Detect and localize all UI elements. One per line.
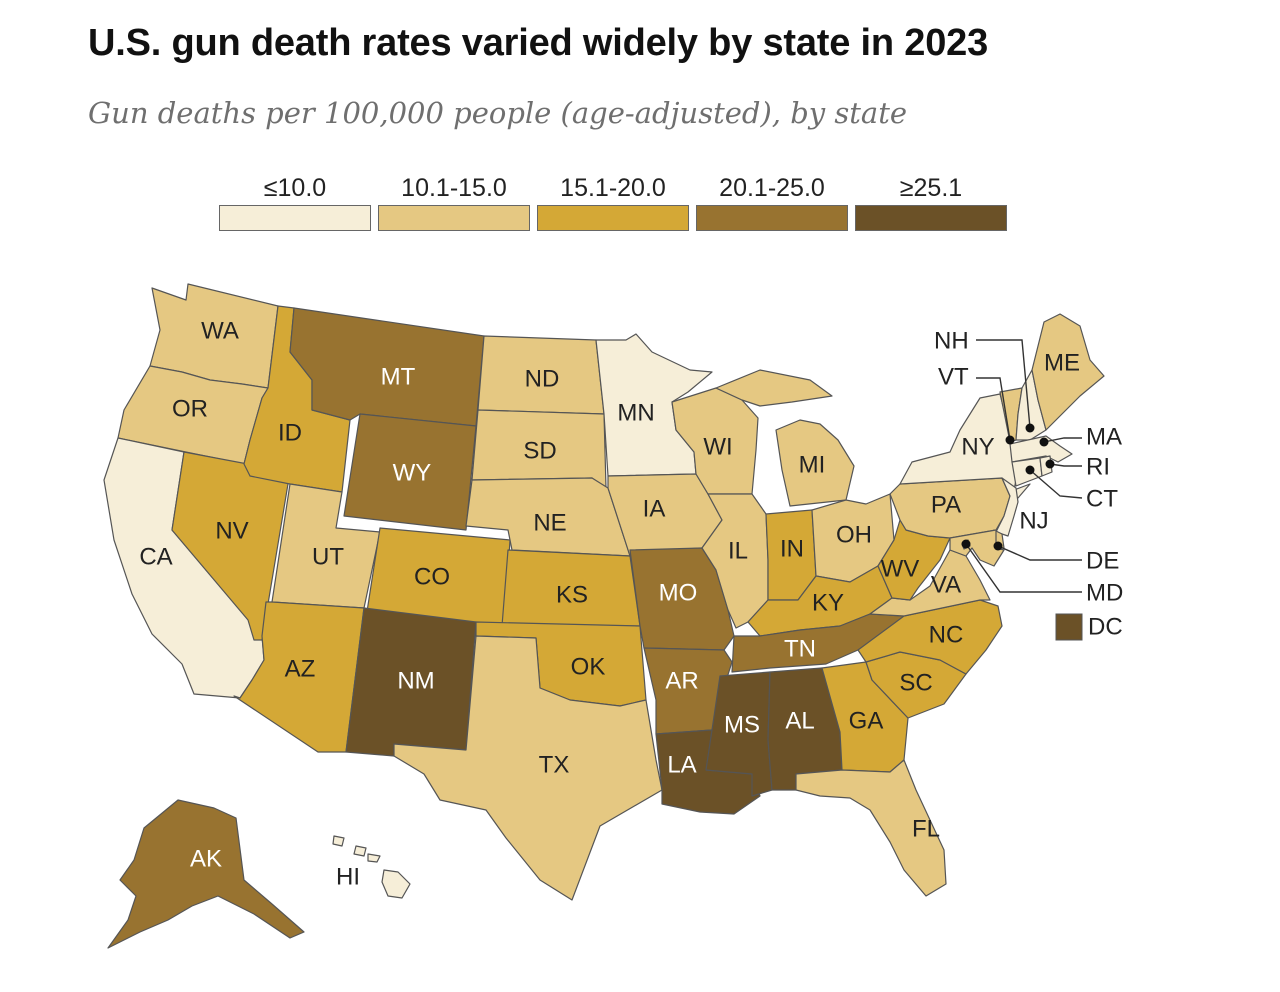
label-nc: NC	[929, 621, 964, 648]
legend-swatch	[696, 205, 848, 231]
label-or: OR	[172, 395, 208, 422]
chart-subtitle: Gun deaths per 100,000 people (age-adjus…	[88, 96, 908, 130]
label-sd: SD	[523, 437, 556, 464]
label-ne: NE	[533, 509, 566, 536]
label-id: ID	[278, 419, 302, 446]
callout-de: DE	[1086, 547, 1119, 574]
label-az: AZ	[285, 655, 316, 682]
label-sc: SC	[899, 669, 932, 696]
legend-label: 10.1-15.0	[401, 174, 507, 202]
legend-item: 10.1-15.0	[377, 172, 531, 231]
label-oh: OH	[836, 521, 872, 548]
legend-item: ≥25.1	[854, 172, 1008, 231]
legend-swatch	[855, 205, 1007, 231]
chart-title: U.S. gun death rates varied widely by st…	[88, 22, 989, 64]
legend-label: 20.1-25.0	[719, 174, 825, 202]
label-tn: TN	[784, 635, 816, 662]
label-nm: NM	[397, 667, 434, 694]
legend: ≤10.0 10.1-15.0 15.1-20.0 20.1-25.0 ≥25.…	[218, 172, 1008, 231]
label-ar: AR	[665, 667, 698, 694]
label-hi: HI	[336, 863, 360, 890]
label-al: AL	[785, 707, 814, 734]
label-wy: WY	[393, 459, 432, 486]
label-nj: NJ	[1019, 507, 1048, 534]
label-wa: WA	[201, 317, 239, 344]
label-ms: MS	[724, 711, 760, 738]
legend-item: 20.1-25.0	[695, 172, 849, 231]
callout-vt: VT	[938, 363, 969, 390]
state-ak	[107, 799, 305, 949]
callout-leaders	[965, 339, 1083, 593]
label-ia: IA	[643, 495, 666, 522]
label-il: IL	[728, 537, 748, 564]
label-mo: MO	[659, 579, 698, 606]
legend-swatch	[378, 205, 530, 231]
state-md	[949, 529, 1005, 567]
label-ut: UT	[312, 543, 344, 570]
label-ok: OK	[571, 653, 606, 680]
callout-dc: DC	[1088, 613, 1123, 640]
callout-ma: MA	[1086, 423, 1122, 450]
label-ny: NY	[961, 433, 994, 460]
label-la: LA	[667, 751, 696, 778]
state-mi	[775, 419, 855, 507]
state-fl	[795, 759, 947, 897]
label-in: IN	[780, 535, 804, 562]
label-wv: WV	[881, 555, 920, 582]
label-nv: NV	[215, 517, 248, 544]
label-mi: MI	[799, 451, 826, 478]
legend-item: 15.1-20.0	[536, 172, 690, 231]
label-nd: ND	[525, 365, 560, 392]
label-ak: AK	[190, 845, 222, 872]
label-pa: PA	[931, 491, 961, 518]
legend-swatch	[537, 205, 689, 231]
callout-nh: NH	[934, 327, 969, 354]
state-nj	[995, 477, 1019, 537]
label-me: ME	[1044, 349, 1080, 376]
legend-label: ≤10.0	[263, 174, 327, 202]
callout-labels: NH VT MA RI CT DE MD DC	[934, 327, 1123, 641]
state-wy	[343, 413, 477, 531]
label-tx: TX	[539, 751, 570, 778]
label-ks: KS	[556, 581, 588, 608]
legend-swatch	[219, 205, 371, 231]
state-me	[1031, 313, 1105, 431]
state-labels: WA OR CA NV ID MT WY UT AZ CO NM ND SD N…	[139, 317, 1080, 890]
state-tx	[393, 635, 663, 901]
dc-swatch	[1055, 613, 1083, 641]
callout-ct: CT	[1086, 485, 1118, 512]
label-mt: MT	[381, 363, 416, 390]
label-fl: FL	[912, 815, 940, 842]
callout-dots	[961, 423, 1055, 551]
label-ca: CA	[139, 543, 172, 570]
state-il	[701, 493, 769, 629]
label-ky: KY	[812, 589, 844, 616]
legend-label: 15.1-20.0	[560, 174, 666, 202]
legend-label: ≥25.1	[899, 174, 963, 202]
callout-md: MD	[1086, 579, 1123, 606]
label-co: CO	[414, 563, 450, 590]
legend-item: ≤10.0	[218, 172, 372, 231]
label-ga: GA	[849, 707, 884, 734]
state-mi-upper	[715, 369, 833, 407]
callout-ri: RI	[1086, 453, 1110, 480]
state-hi	[381, 869, 411, 899]
label-wi: WI	[703, 433, 732, 460]
label-mn: MN	[617, 399, 654, 426]
state-hi-islands	[332, 835, 381, 863]
label-va: VA	[931, 571, 961, 598]
